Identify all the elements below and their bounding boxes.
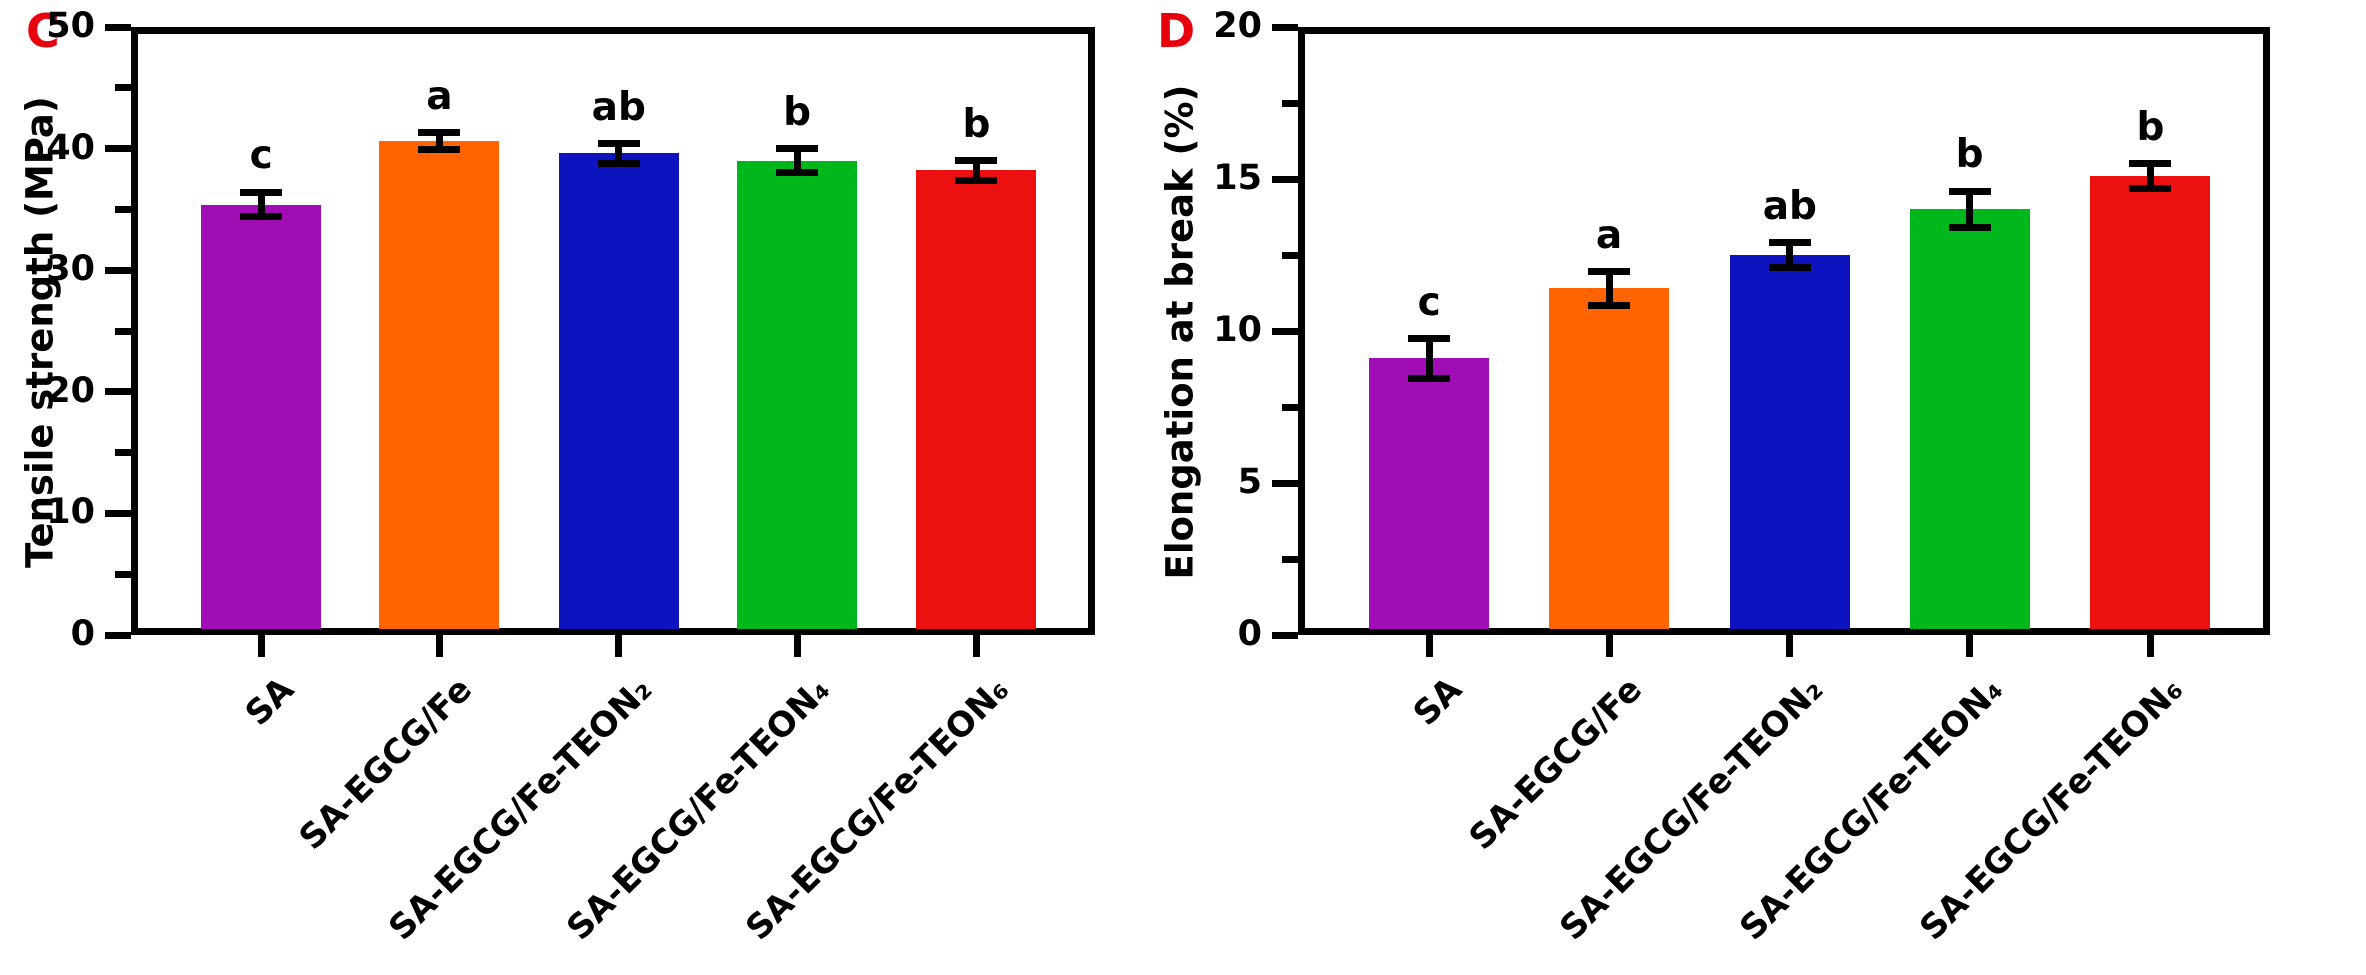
y-minor-tick bbox=[115, 327, 131, 335]
y-tick-label: 30 bbox=[46, 249, 95, 290]
y-minor-tick bbox=[1282, 99, 1298, 107]
x-tick bbox=[1786, 635, 1794, 657]
error-bar-cap-top bbox=[240, 188, 283, 196]
x-tick bbox=[2146, 635, 2154, 657]
y-major-tick bbox=[105, 631, 131, 639]
x-tick bbox=[1425, 635, 1433, 657]
y-tick-label: 20 bbox=[46, 370, 95, 411]
error-bar-cap-bottom bbox=[1588, 301, 1631, 309]
significance-letter: a bbox=[1595, 212, 1623, 258]
y-major-tick bbox=[105, 145, 131, 153]
y-minor-tick bbox=[115, 84, 131, 92]
bar-SA bbox=[201, 204, 322, 629]
error-bar-cap-top bbox=[1408, 335, 1451, 343]
x-category-label: SA bbox=[237, 669, 303, 734]
y-minor-tick bbox=[1282, 251, 1298, 259]
error-bar-line bbox=[257, 192, 265, 217]
x-tick bbox=[793, 635, 801, 657]
y-major-tick bbox=[105, 23, 131, 31]
significance-letter: c bbox=[1417, 279, 1441, 325]
x-tick bbox=[1966, 635, 1974, 657]
y-tick-label: 40 bbox=[46, 127, 95, 168]
x-tick bbox=[257, 635, 265, 657]
bar-SA-EGCG/Fe-TEON₂ bbox=[1729, 255, 1850, 629]
error-bar-cap-bottom bbox=[418, 146, 461, 154]
bar-SA-EGCG/Fe bbox=[1549, 288, 1670, 629]
error-bar-cap-top bbox=[1948, 187, 1991, 195]
x-tick bbox=[972, 635, 980, 657]
error-bar-cap-bottom bbox=[955, 176, 998, 184]
x-tick bbox=[1605, 635, 1613, 657]
error-bar-cap-top bbox=[776, 145, 819, 153]
bar-SA-EGCG/Fe-TEON₆ bbox=[2090, 175, 2211, 629]
plot-area-d: 0 5 10 15 20 c SA a SA-EGCG/Fe ab SA-EGCG/Fe-TEON₂… bbox=[1213, 6, 2270, 948]
significance-letter: a bbox=[426, 73, 453, 119]
y-tick-label: 0 bbox=[1237, 614, 1262, 654]
error-bar-line bbox=[435, 132, 443, 150]
y-major-tick bbox=[1272, 327, 1298, 335]
y-major-tick bbox=[1272, 175, 1298, 183]
y-tick-label: 15 bbox=[1213, 158, 1262, 198]
y-tick-label: 10 bbox=[46, 492, 95, 533]
error-bar-cap-bottom bbox=[597, 159, 640, 167]
bar-SA-EGCG/Fe-TEON₄ bbox=[1909, 209, 2030, 629]
y-minor-tick bbox=[115, 449, 131, 457]
y-major-tick bbox=[1272, 631, 1298, 639]
x-tick bbox=[615, 635, 623, 657]
y-minor-tick bbox=[115, 570, 131, 578]
error-bar-line bbox=[1605, 271, 1613, 306]
error-bar-cap-bottom bbox=[2129, 184, 2172, 192]
bar-SA-EGCG/Fe-TEON₆ bbox=[916, 170, 1037, 629]
error-bar-line bbox=[1425, 338, 1433, 379]
error-bar-cap-top bbox=[418, 129, 461, 137]
error-bar-cap-top bbox=[597, 140, 640, 148]
y-minor-tick bbox=[115, 205, 131, 213]
y-tick-label: 20 bbox=[1213, 6, 1262, 46]
axes-frame-c bbox=[131, 27, 1095, 635]
error-bar-cap-top bbox=[1768, 239, 1811, 247]
y-major-tick bbox=[1272, 23, 1298, 31]
error-bar-line bbox=[793, 148, 801, 173]
y-tick-label: 50 bbox=[46, 6, 95, 46]
y-major-tick bbox=[105, 388, 131, 396]
significance-letter: c bbox=[249, 133, 273, 179]
y-minor-tick bbox=[1282, 403, 1298, 411]
error-bar-cap-bottom bbox=[1948, 224, 1991, 232]
error-bar-line bbox=[2146, 163, 2154, 189]
bar-SA-EGCG/Fe-TEON₂ bbox=[558, 153, 679, 629]
plot-area-c: 0 10 20 30 40 50 c SA a SA-EGCG/Fe ab SA-EGCG/Fe-TE… bbox=[46, 6, 1095, 948]
panel-label-d: D bbox=[1157, 4, 1196, 58]
error-bar-cap-bottom bbox=[1768, 263, 1811, 271]
error-bar-cap-top bbox=[2129, 160, 2172, 168]
y-major-tick bbox=[105, 266, 131, 274]
error-bar-cap-bottom bbox=[1408, 374, 1451, 382]
panel-label-c: C bbox=[26, 4, 60, 58]
y-tick-label: 5 bbox=[1237, 462, 1262, 502]
error-bar-line bbox=[1966, 191, 1974, 228]
error-bar-line bbox=[972, 160, 980, 181]
error-bar-line bbox=[1786, 242, 1794, 268]
y-tick-label: 10 bbox=[1213, 310, 1262, 350]
significance-letter: ab bbox=[1762, 183, 1817, 229]
error-bar-cap-top bbox=[1588, 268, 1631, 276]
error-bar-cap-top bbox=[955, 157, 998, 165]
significance-letter: b bbox=[1955, 132, 1984, 178]
x-tick bbox=[435, 635, 443, 657]
error-bar-line bbox=[615, 143, 623, 164]
significance-letter: b bbox=[783, 89, 812, 135]
y-major-tick bbox=[105, 509, 131, 517]
error-bar-cap-bottom bbox=[776, 169, 819, 177]
y-minor-tick bbox=[1282, 555, 1298, 563]
y-tick-label: 0 bbox=[70, 614, 95, 654]
significance-letter: b bbox=[962, 101, 991, 147]
bar-SA bbox=[1369, 358, 1490, 629]
significance-letter: ab bbox=[591, 84, 646, 130]
axes-frame-d bbox=[1298, 27, 2270, 635]
error-bar-cap-bottom bbox=[240, 213, 283, 221]
bar-SA-EGCG/Fe-TEON₄ bbox=[737, 160, 858, 629]
bar-SA-EGCG/Fe bbox=[379, 141, 500, 629]
y-major-tick bbox=[1272, 479, 1298, 487]
significance-letter: b bbox=[2136, 104, 2165, 150]
